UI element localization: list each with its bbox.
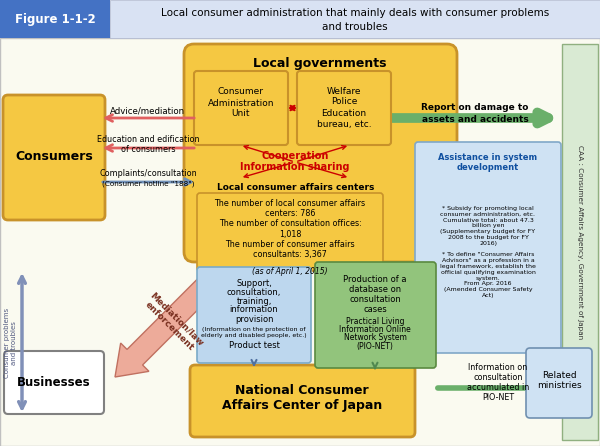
Text: Local governments: Local governments <box>253 58 387 70</box>
Text: Product test: Product test <box>229 342 280 351</box>
FancyBboxPatch shape <box>194 71 288 145</box>
Text: Consumers: Consumers <box>15 150 93 164</box>
Text: (PIO-NET): (PIO-NET) <box>356 342 394 351</box>
Text: information: information <box>230 306 278 314</box>
Text: Advice/mediation: Advice/mediation <box>110 107 185 116</box>
Text: Practical Living: Practical Living <box>346 318 404 326</box>
Text: elderly and disabled people, etc.): elderly and disabled people, etc.) <box>201 334 307 339</box>
Text: (Information on the protection of: (Information on the protection of <box>202 326 306 331</box>
FancyBboxPatch shape <box>184 44 457 262</box>
Text: (as of April 1, 2015): (as of April 1, 2015) <box>252 267 328 276</box>
Text: consultation: consultation <box>473 373 523 383</box>
Text: Consumer problems
and troubles: Consumer problems and troubles <box>4 308 17 378</box>
Text: * Subsidy for promoting local
consumer administration, etc.
Cumulative total: ab: * Subsidy for promoting local consumer a… <box>440 206 536 298</box>
FancyBboxPatch shape <box>315 262 436 368</box>
Text: Report on damage to: Report on damage to <box>421 103 529 112</box>
FancyBboxPatch shape <box>197 267 311 363</box>
Text: (Consumer hotline "188"): (Consumer hotline "188") <box>102 181 194 187</box>
Text: consultation,: consultation, <box>227 288 281 297</box>
Text: Information sharing: Information sharing <box>240 162 350 172</box>
Text: Information Online: Information Online <box>339 326 411 334</box>
Text: Education: Education <box>322 108 367 117</box>
Text: Complaints/consultation: Complaints/consultation <box>99 169 197 178</box>
Text: PIO-NET: PIO-NET <box>482 393 514 402</box>
Text: and troubles: and troubles <box>322 22 388 32</box>
Text: training,: training, <box>236 297 272 306</box>
Text: Affairs Center of Japan: Affairs Center of Japan <box>222 400 382 413</box>
Text: Administration: Administration <box>208 99 274 107</box>
Text: Unit: Unit <box>232 110 250 119</box>
FancyBboxPatch shape <box>415 142 561 353</box>
FancyBboxPatch shape <box>526 348 592 418</box>
Text: Education and edification: Education and edification <box>97 136 199 145</box>
Text: assets and accidents: assets and accidents <box>422 116 529 124</box>
FancyBboxPatch shape <box>197 193 383 271</box>
Text: Businesses: Businesses <box>17 376 91 388</box>
FancyBboxPatch shape <box>3 95 105 220</box>
Text: Network System: Network System <box>344 334 406 343</box>
Text: consultation: consultation <box>349 296 401 305</box>
Text: Welfare: Welfare <box>327 87 361 95</box>
Text: Police: Police <box>331 98 357 107</box>
Text: The number of local consumer affairs
centers: 786
The number of consultation off: The number of local consumer affairs cen… <box>214 198 365 260</box>
Text: bureau, etc.: bureau, etc. <box>317 120 371 128</box>
FancyBboxPatch shape <box>4 351 104 414</box>
Text: Consumer: Consumer <box>218 87 264 96</box>
Text: National Consumer: National Consumer <box>235 384 369 396</box>
Text: Local consumer administration that mainly deals with consumer problems: Local consumer administration that mainl… <box>161 8 549 18</box>
Text: development: development <box>457 164 519 173</box>
FancyBboxPatch shape <box>190 365 415 437</box>
Text: cases: cases <box>363 306 387 314</box>
Text: Local consumer affairs centers: Local consumer affairs centers <box>217 183 374 193</box>
Text: accumulated in: accumulated in <box>467 384 529 392</box>
Bar <box>0 0 110 38</box>
Text: Information on: Information on <box>469 363 527 372</box>
Text: provision: provision <box>235 314 273 323</box>
Text: Support,: Support, <box>236 278 272 288</box>
Text: Production of a: Production of a <box>343 276 407 285</box>
FancyArrow shape <box>115 254 238 377</box>
Text: Cooperation: Cooperation <box>262 151 329 161</box>
Text: Related: Related <box>542 371 577 380</box>
Bar <box>110 0 600 38</box>
Bar <box>562 44 598 440</box>
Text: ministries: ministries <box>536 381 581 391</box>
Text: of consumers: of consumers <box>121 145 175 154</box>
Text: CAA : Consumer Affairs Agency, Government of Japan: CAA : Consumer Affairs Agency, Governmen… <box>577 145 583 339</box>
Text: database on: database on <box>349 285 401 294</box>
Text: Assistance in system: Assistance in system <box>439 153 538 162</box>
FancyBboxPatch shape <box>297 71 391 145</box>
Text: Mediation/law
enforcement: Mediation/law enforcement <box>141 291 205 355</box>
Text: Figure 1-1-2: Figure 1-1-2 <box>14 12 95 25</box>
